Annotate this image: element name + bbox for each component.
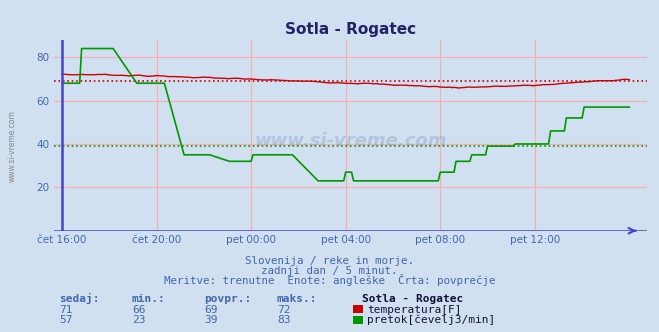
Text: 72: 72 xyxy=(277,305,290,315)
Text: pretok[čevelj3/min]: pretok[čevelj3/min] xyxy=(367,315,496,325)
Text: maks.:: maks.: xyxy=(277,294,317,304)
Text: 71: 71 xyxy=(59,305,72,315)
Text: 39: 39 xyxy=(204,315,217,325)
Text: www.si-vreme.com: www.si-vreme.com xyxy=(8,110,17,182)
Text: sedaj:: sedaj: xyxy=(59,293,100,304)
Text: Slovenija / reke in morje.: Slovenija / reke in morje. xyxy=(245,256,414,266)
Text: 69: 69 xyxy=(204,305,217,315)
Text: Sotla - Rogatec: Sotla - Rogatec xyxy=(362,294,464,304)
Text: 66: 66 xyxy=(132,305,145,315)
Text: 83: 83 xyxy=(277,315,290,325)
Text: zadnji dan / 5 minut.: zadnji dan / 5 minut. xyxy=(261,266,398,276)
Text: temperatura[F]: temperatura[F] xyxy=(367,305,461,315)
Text: 57: 57 xyxy=(59,315,72,325)
Title: Sotla - Rogatec: Sotla - Rogatec xyxy=(285,22,416,37)
Text: 23: 23 xyxy=(132,315,145,325)
Text: povpr.:: povpr.: xyxy=(204,294,252,304)
Text: Meritve: trenutne  Enote: angleške  Črta: povprečje: Meritve: trenutne Enote: angleške Črta: … xyxy=(163,274,496,286)
Text: min.:: min.: xyxy=(132,294,165,304)
Text: www.si-vreme.com: www.si-vreme.com xyxy=(254,132,447,150)
